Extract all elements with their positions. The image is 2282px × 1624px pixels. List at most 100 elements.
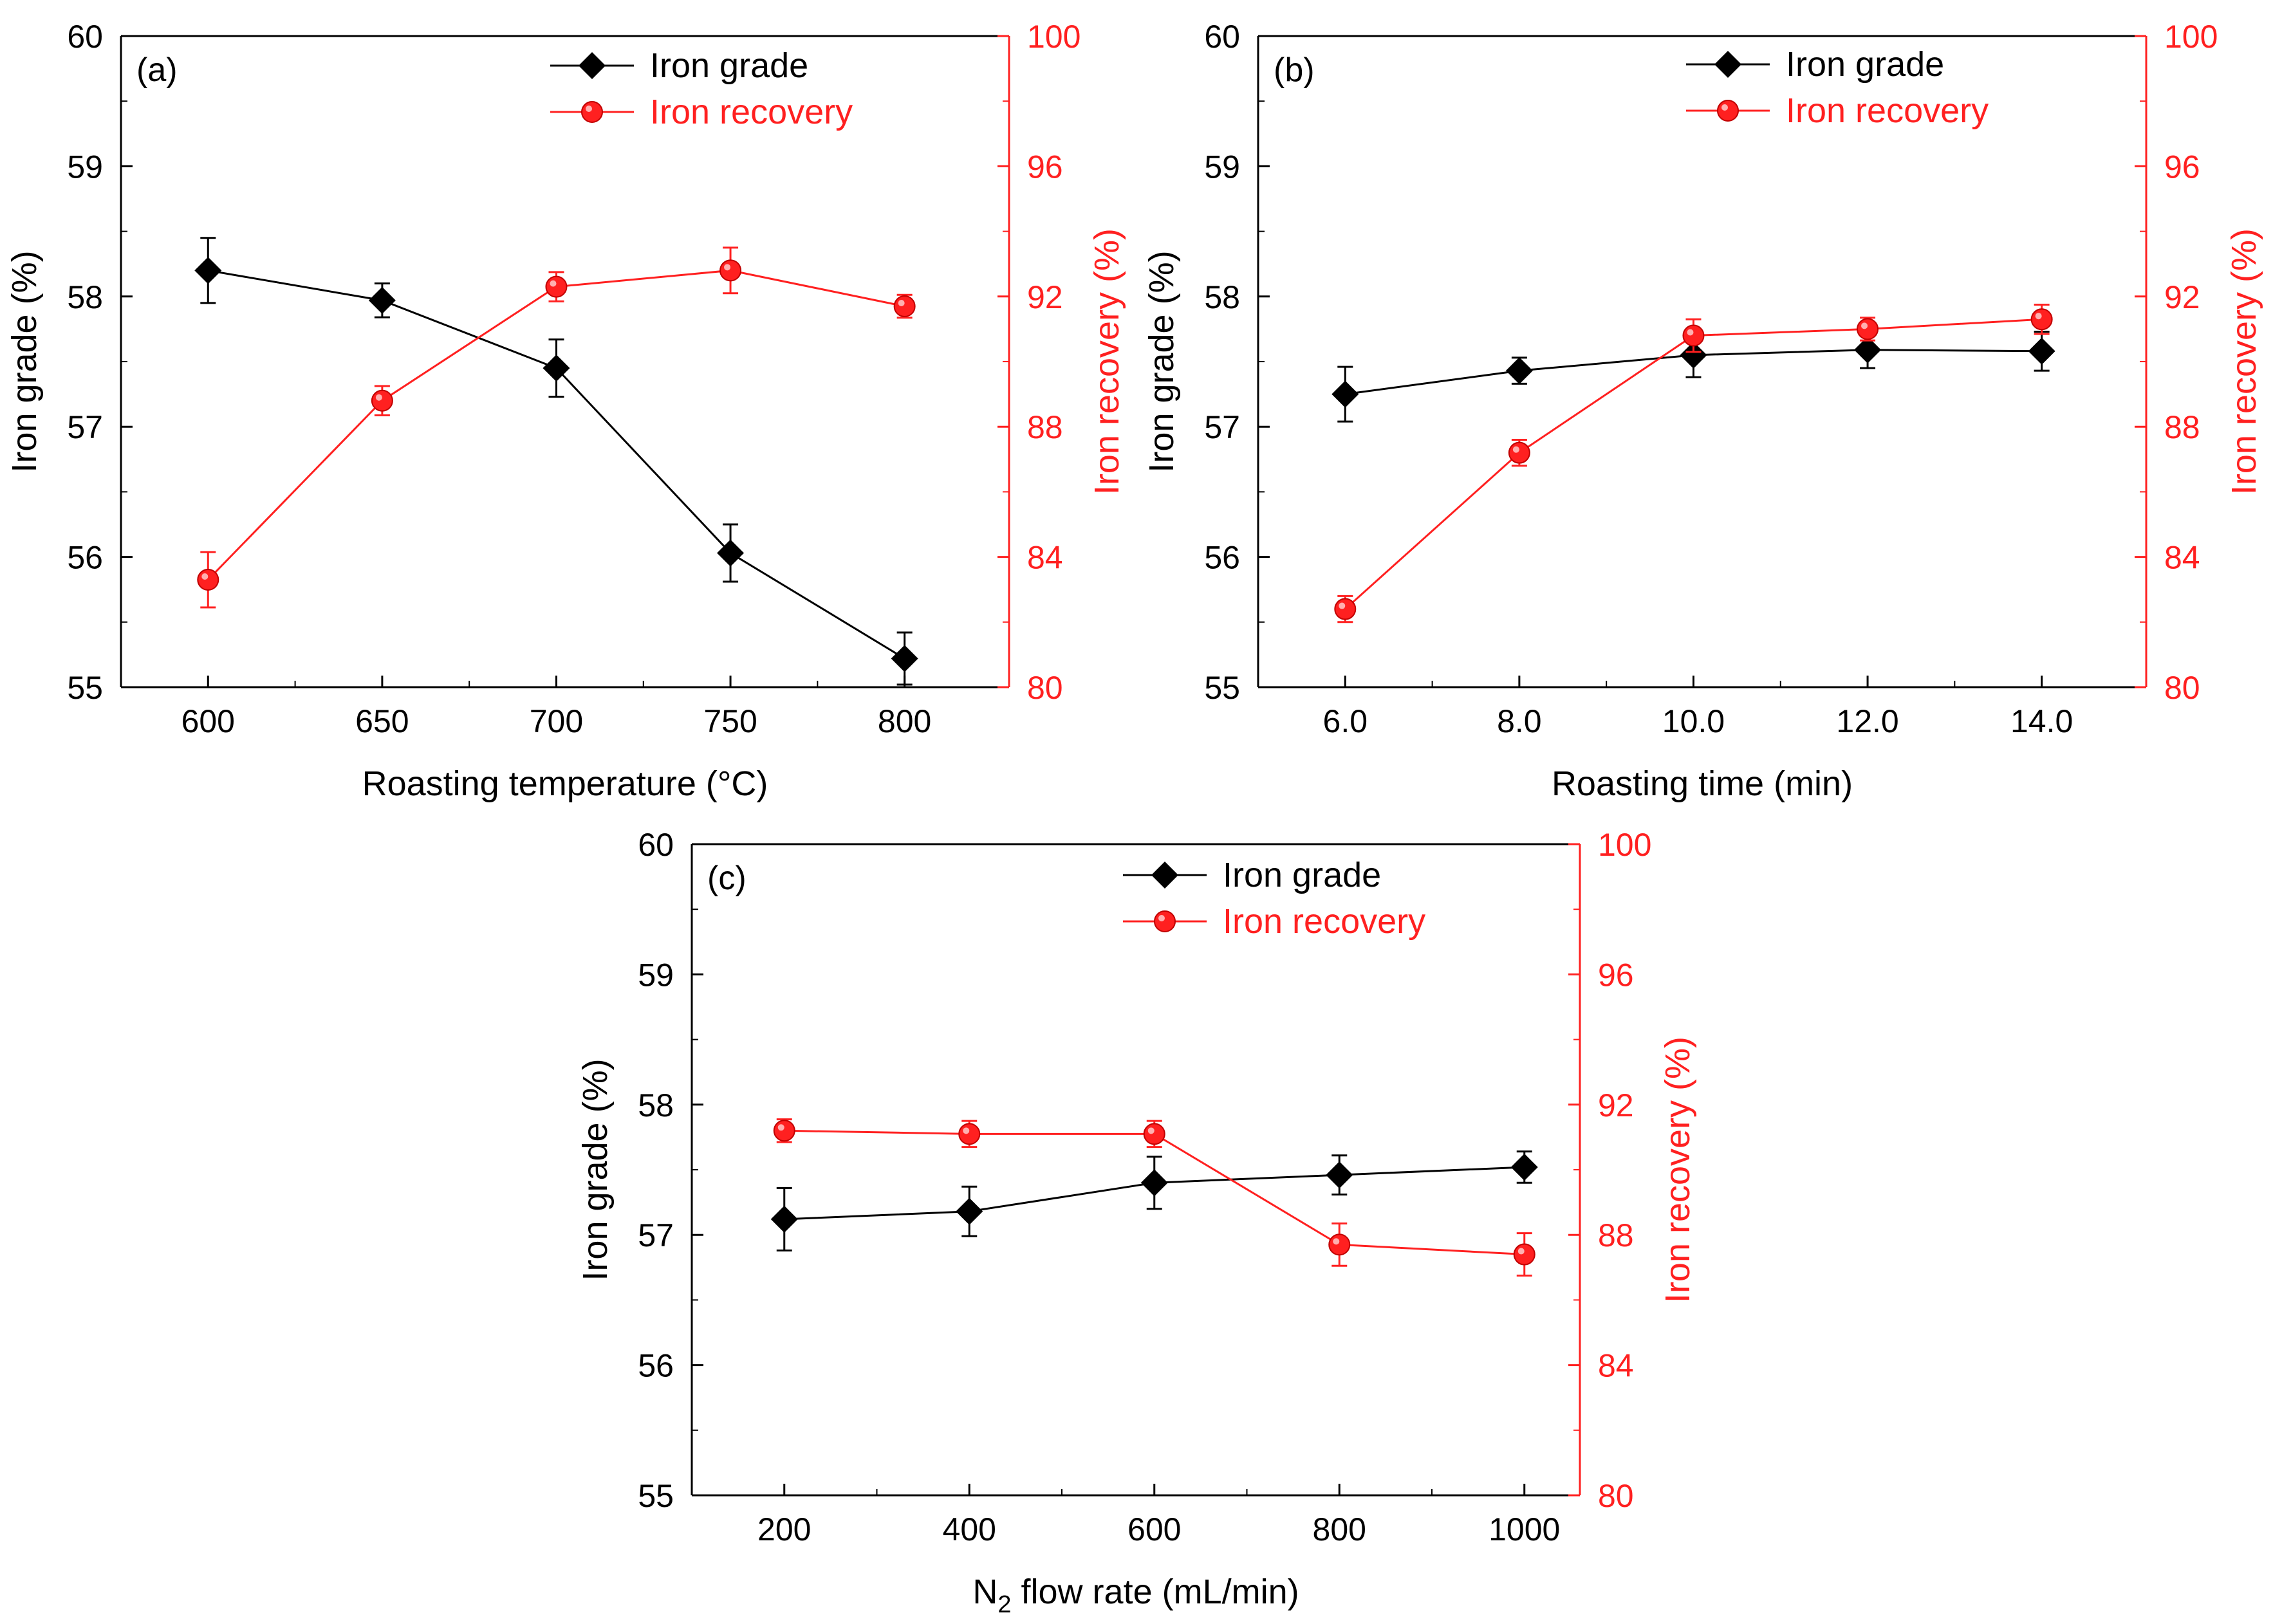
x-axis-title-subscript: 2 [997, 1591, 1011, 1618]
series-iron-grade [770, 1150, 1538, 1251]
right-y-tick-label: 100 [2164, 19, 2218, 55]
data-point-circle [197, 569, 219, 591]
legend-label: Iron recovery [1786, 91, 1989, 130]
right-y-tick-label: 96 [1598, 957, 1634, 993]
data-point-highlight [777, 1124, 784, 1131]
right-y-tick-label: 92 [1598, 1087, 1634, 1123]
data-point-highlight [2035, 313, 2042, 320]
data-point-highlight [1517, 1248, 1525, 1255]
data-point-diamond [1510, 1153, 1538, 1181]
left-y-tick-label: 55 [1204, 670, 1240, 706]
x-axis-title: N2 flow rate (mL/min) [972, 1573, 1299, 1618]
data-point-circle [1143, 1123, 1165, 1145]
data-point-diamond [1331, 380, 1359, 408]
left-y-tick-label: 56 [67, 540, 103, 576]
legend-marker-highlight [1721, 104, 1728, 111]
panel-b: 55 56 57 58 59 60 80 84 88 92 96 100 6.0 8.0 10.0 12.0 1… [1142, 19, 2263, 803]
x-tick-label: 800 [1313, 1511, 1366, 1547]
data-point-diamond [1854, 336, 1882, 364]
x-axis-title-rest: flow rate (mL/min) [1012, 1573, 1299, 1611]
x-tick-label: 10.0 [1662, 703, 1725, 739]
legend-marker-circle [581, 101, 603, 123]
legend-label: Iron grade [1786, 45, 1944, 84]
left-y-tick-label: 60 [638, 827, 674, 863]
left-y-tick-label: 60 [1204, 19, 1240, 55]
panel-c: 55 56 57 58 59 60 80 84 88 92 96 100 200 400 600 800 100… [576, 827, 1697, 1618]
right-y-tick-label: 92 [1027, 279, 1063, 315]
x-tick-label: 200 [757, 1511, 811, 1547]
right-y-tick-label: 84 [1027, 540, 1063, 576]
x-tick-label: 700 [530, 703, 583, 739]
series-iron-recovery [1334, 303, 2053, 623]
legend-marker-diamond [1151, 862, 1178, 889]
left-y-axis-title: Iron grade (%) [1142, 250, 1181, 472]
right-y-tick-label: 80 [1598, 1478, 1634, 1514]
panel-label: (a) [136, 51, 178, 89]
right-y-tick-label: 96 [1027, 149, 1063, 185]
left-y-tick-label: 59 [1204, 149, 1240, 185]
data-point-diamond [194, 257, 222, 284]
left-y-tick-label: 59 [638, 957, 674, 993]
data-point-diamond [956, 1197, 983, 1225]
data-point-circle [1508, 441, 1530, 464]
data-point-highlight [898, 299, 905, 306]
data-point-highlight [1687, 329, 1694, 336]
legend-marker-diamond [579, 52, 606, 79]
data-point-diamond [543, 355, 570, 382]
series-iron-recovery [773, 1118, 1535, 1277]
left-y-tick-label: 57 [67, 409, 103, 445]
legend-marker-circle [1717, 100, 1739, 122]
series-line [208, 269, 905, 660]
data-point-diamond [1140, 1169, 1168, 1197]
x-tick-label: 8.0 [1497, 703, 1542, 739]
data-point-highlight [1861, 322, 1868, 329]
data-point-diamond [891, 645, 918, 672]
right-y-tick-label: 80 [2164, 670, 2200, 706]
data-point-circle [958, 1123, 981, 1145]
left-y-tick-label: 55 [67, 670, 103, 706]
left-y-tick-label: 58 [1204, 279, 1240, 315]
right-y-tick-label: 88 [1598, 1217, 1634, 1253]
right-y-axis-title: Iron recovery (%) [2225, 228, 2263, 495]
data-point-highlight [1512, 446, 1519, 453]
legend: Iron grade Iron recovery [1123, 856, 1425, 941]
data-point-highlight [963, 1127, 970, 1134]
series-iron-grade [1331, 330, 2055, 423]
data-point-circle [545, 275, 568, 298]
right-y-tick-label: 100 [1027, 19, 1081, 55]
data-point-diamond [368, 286, 396, 314]
left-y-tick-label: 58 [67, 279, 103, 315]
x-tick-label: 800 [878, 703, 931, 739]
legend-label: Iron recovery [650, 93, 853, 131]
right-y-axis-title: Iron recovery (%) [1658, 1037, 1697, 1303]
x-axis-title: Roasting time (min) [1552, 764, 1853, 803]
left-y-tick-label: 56 [1204, 540, 1240, 576]
data-point-highlight [550, 280, 557, 287]
left-y-tick-label: 55 [638, 1478, 674, 1514]
panel-label: (b) [1274, 51, 1315, 89]
x-tick-label: 14.0 [2010, 703, 2073, 739]
legend: Iron grade Iron recovery [1686, 45, 1989, 130]
data-point-circle [371, 389, 393, 412]
left-y-axis-title: Iron grade (%) [5, 250, 44, 472]
legend-marker-highlight [586, 106, 592, 112]
right-y-tick-label: 80 [1027, 670, 1063, 706]
data-point-diamond [1326, 1161, 1353, 1189]
left-y-axis-title: Iron grade (%) [576, 1058, 615, 1280]
left-y-tick-label: 59 [67, 149, 103, 185]
data-point-circle [773, 1120, 795, 1142]
data-point-diamond [1680, 341, 1707, 369]
data-point-circle [719, 259, 742, 282]
series-iron-recovery [197, 246, 916, 609]
data-point-circle [2030, 308, 2053, 331]
data-point-diamond [2028, 337, 2055, 365]
data-point-circle [1513, 1243, 1535, 1266]
right-y-tick-label: 92 [2164, 279, 2200, 315]
x-tick-label: 600 [181, 703, 235, 739]
x-axis-title-main: N [972, 1573, 997, 1611]
right-y-axis-title: Iron recovery (%) [1088, 228, 1126, 495]
data-point-highlight [201, 573, 209, 580]
x-tick-label: 750 [703, 703, 757, 739]
left-y-tick-label: 58 [638, 1087, 674, 1123]
